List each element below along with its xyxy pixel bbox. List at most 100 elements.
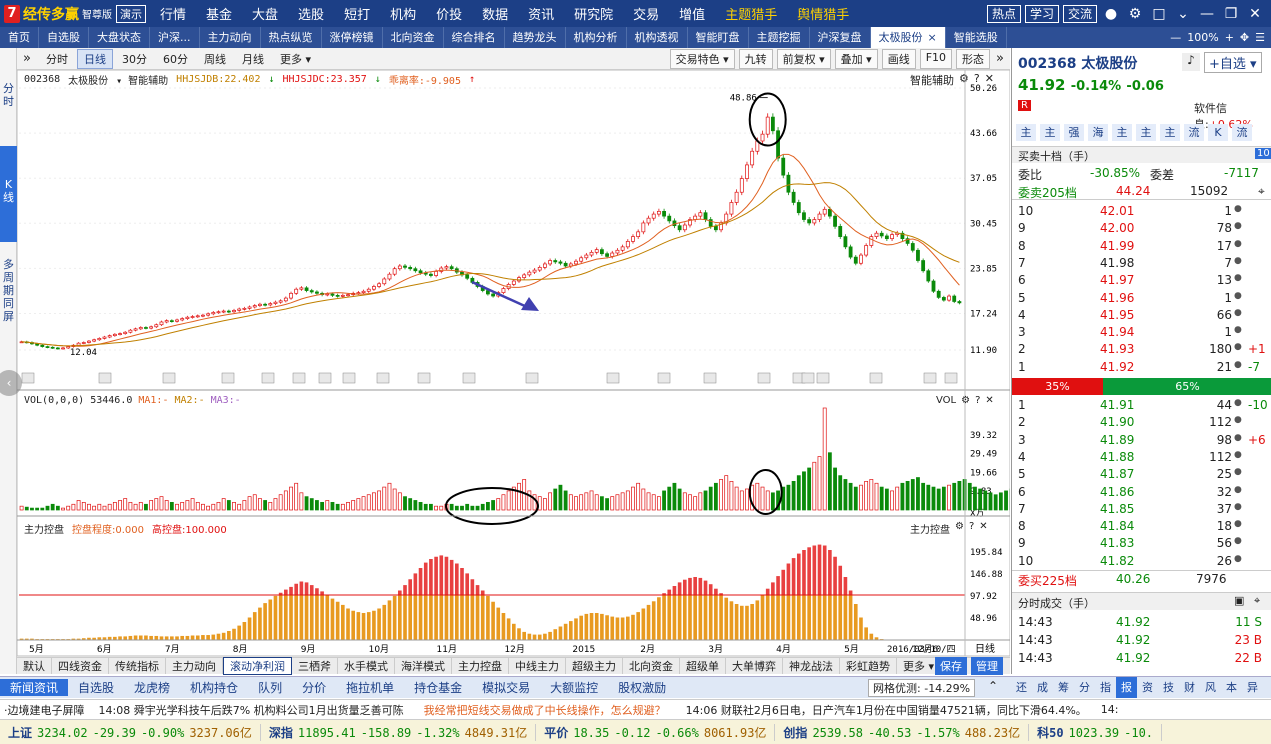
event-marker[interactable] — [417, 372, 431, 384]
period-button[interactable]: 更多 ▾ — [279, 52, 311, 66]
book-level[interactable]: 2 41.93 180 ● +1 — [1012, 341, 1271, 358]
right-tab[interactable]: 筹 — [1058, 681, 1069, 694]
grid-test[interactable]: 网格优测: -14.29% — [868, 679, 976, 697]
toolbar-button[interactable]: 画线 — [881, 48, 916, 69]
plus-icon[interactable]: + — [1224, 31, 1234, 44]
gear-icon[interactable]: ⚙ — [961, 395, 971, 406]
right-tab[interactable]: 技 — [1163, 681, 1174, 694]
quote-tag[interactable]: K — [1208, 124, 1228, 141]
book-level[interactable]: 1 41.92 21 ● -7 — [1012, 359, 1271, 376]
indicator-tab[interactable]: 水手模式 — [338, 658, 395, 674]
event-marker[interactable] — [801, 372, 815, 384]
event-marker[interactable] — [923, 372, 937, 384]
quote-tag[interactable]: 主 — [1040, 124, 1060, 141]
close-icon[interactable]: ✕ — [979, 521, 988, 532]
tab-item[interactable]: 涨停榜镜 — [322, 27, 383, 48]
event-marker[interactable] — [816, 372, 830, 384]
help-icon[interactable]: ? — [973, 72, 980, 85]
news-tab[interactable]: 大额监控 — [550, 681, 599, 695]
help-icon[interactable]: ? — [975, 395, 981, 406]
quote-tag[interactable]: 海 — [1088, 124, 1108, 141]
collapse-icon[interactable]: ⌃ — [988, 679, 999, 693]
tab-item[interactable]: 主力动向 — [200, 27, 261, 48]
quote-tag[interactable]: 强 — [1064, 124, 1084, 141]
quote-tag[interactable]: 流 — [1232, 124, 1252, 141]
indicator-tab[interactable]: 主力控盘 — [452, 658, 509, 674]
news-tab[interactable]: 分价 — [302, 681, 327, 695]
indicator-tab[interactable]: 超级主力 — [566, 658, 623, 674]
menu-item[interactable]: 大盘 — [252, 8, 279, 23]
right-tab[interactable]: 资 — [1142, 681, 1153, 694]
add-watch-button[interactable]: +自选 ▾ — [1204, 52, 1262, 73]
event-marker[interactable] — [318, 372, 332, 384]
book-level[interactable]: 2 41.90 112 ● — [1012, 414, 1271, 431]
indicator-tab[interactable]: 中线主力 — [509, 658, 566, 674]
news-tab[interactable]: 机构持仓 — [190, 681, 239, 695]
quote-tag[interactable]: 流 — [1184, 124, 1204, 141]
bell-icon[interactable]: ♪ — [1182, 53, 1200, 71]
event-marker[interactable] — [162, 372, 176, 384]
indicator-tab[interactable]: 主力动向 — [166, 658, 223, 674]
indicator-tab[interactable]: 三栖斧 — [292, 658, 338, 674]
minus-icon[interactable]: — — [1170, 31, 1182, 44]
right-tab[interactable]: 财 — [1184, 681, 1195, 694]
book-level[interactable]: 9 41.83 56 ● — [1012, 535, 1271, 552]
book-level[interactable]: 3 41.94 1 ● — [1012, 324, 1271, 341]
book-depth-badge[interactable]: 10 — [1255, 148, 1271, 159]
menu-item[interactable]: 短打 — [344, 8, 371, 23]
toolbar-button[interactable]: 形态 — [956, 48, 991, 69]
window-icon[interactable]: □ — [1152, 5, 1166, 22]
index-item[interactable]: 创指 2539.58 -40.53 -1.57% 488.23亿 — [775, 723, 1030, 741]
event-marker[interactable] — [292, 372, 306, 384]
book-level[interactable]: 4 41.95 66 ● — [1012, 307, 1271, 324]
user-icon[interactable]: ● — [1104, 5, 1118, 22]
menu-item[interactable]: 增值 — [679, 8, 706, 23]
tab-item[interactable]: 智能盯盘 — [688, 27, 749, 48]
move-icon[interactable]: ✥ — [1239, 31, 1250, 44]
period-button[interactable]: 月线 — [241, 52, 264, 66]
view-kline[interactable]: K线 — [0, 146, 17, 242]
book-level[interactable]: 6 41.97 13 ● — [1012, 272, 1271, 289]
restore-icon[interactable]: ❐ — [1224, 5, 1238, 22]
indicator-tab[interactable]: 北向资金 — [623, 658, 680, 674]
tab-item[interactable]: 太极股份 × — [870, 27, 946, 48]
news-tab[interactable]: 自选股 — [78, 681, 115, 695]
news-tab[interactable]: 新闻资讯 — [0, 679, 69, 696]
book-level[interactable]: 8 41.99 17 ● — [1012, 238, 1271, 255]
ticker-item-2[interactable]: 14:08 舜宇光学科技午后跌7% 机构料公司1月出货量乏善可陈 — [98, 703, 404, 717]
toolbar-button[interactable]: 交易特色 ▾ — [669, 48, 735, 69]
lock-icon[interactable]: ▣ — [1234, 594, 1245, 607]
book-level[interactable]: 7 41.98 7 ● — [1012, 255, 1271, 272]
tab-item[interactable]: 趋势龙头 — [505, 27, 566, 48]
event-marker[interactable] — [376, 372, 390, 384]
event-marker[interactable] — [869, 372, 883, 384]
manage-button[interactable]: 管理 — [971, 657, 1003, 675]
toolbar-button[interactable]: 前复权 ▾ — [776, 48, 831, 69]
news-tab[interactable]: 股权激励 — [618, 681, 667, 695]
expand-icon[interactable]: ⌖ — [1254, 594, 1261, 607]
event-marker[interactable] — [342, 372, 356, 384]
menu-item[interactable]: 主题猎手 — [725, 8, 778, 23]
ticker-item-4[interactable]: 14:06 财联社2月6日电，日产汽车1月份在中国销量47521辆，同比下滑64… — [685, 703, 1087, 717]
hot-button[interactable]: 热点 — [986, 4, 1021, 23]
event-marker[interactable] — [221, 372, 235, 384]
event-marker[interactable] — [703, 372, 717, 384]
event-marker[interactable] — [98, 372, 112, 384]
right-tab[interactable]: 风 — [1205, 681, 1216, 694]
quote-tag[interactable]: 主 — [1016, 124, 1036, 141]
tab-item[interactable]: 北向资金 — [383, 27, 444, 48]
news-tab[interactable]: 拖拉机单 — [346, 681, 395, 695]
gear-icon[interactable]: ⚙ — [955, 521, 964, 532]
event-marker[interactable] — [525, 372, 539, 384]
close-icon[interactable]: × — [927, 31, 937, 44]
event-marker[interactable] — [757, 372, 771, 384]
period-button[interactable]: 周线 — [203, 52, 226, 66]
tab-item[interactable]: 沪深... — [150, 27, 200, 48]
menu-item[interactable]: 交易 — [633, 8, 660, 23]
double-chevron-right-icon[interactable]: » — [996, 51, 1004, 66]
view-multi-period[interactable]: 多周期同屏 — [0, 258, 17, 328]
right-tab[interactable]: 报 — [1116, 677, 1137, 698]
tab-item[interactable]: 机构透视 — [627, 27, 688, 48]
indicator-tab[interactable]: 海洋模式 — [395, 658, 452, 674]
ticker-item-1[interactable]: ·边境建电子屏障 — [4, 703, 85, 717]
